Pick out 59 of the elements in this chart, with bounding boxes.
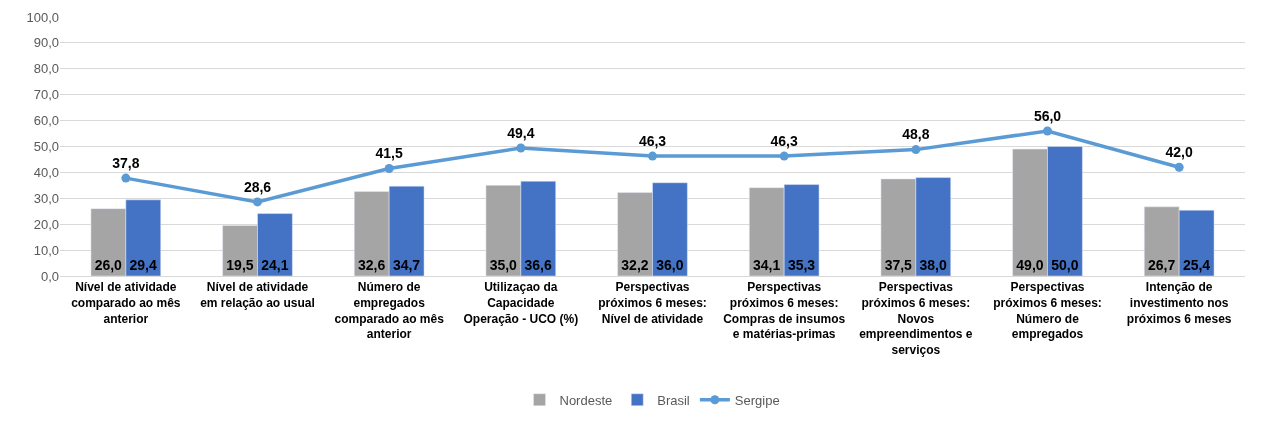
data-label: 34,1 <box>752 257 781 273</box>
data-label: 41,5 <box>375 145 404 162</box>
data-label: 28,6 <box>243 178 272 195</box>
y-tick-label: 80,0 <box>33 61 59 77</box>
point <box>911 145 921 155</box>
x-tick-label: Perspectivas próximos 6 meses: Novos empreendimentos e serviços <box>859 280 973 357</box>
x-tick-label: Utilizaçao da Capacidade Operação - UCO (%) <box>463 280 579 326</box>
data-label: 36,6 <box>524 257 553 273</box>
x-tick-label: Intenção de investimento nos próximos 6 meses <box>1126 280 1232 326</box>
data-label: 49,4 <box>507 124 535 141</box>
x-tick-label: Perspectivas próximos 6 meses: Número de empregados <box>993 280 1102 342</box>
legend-label: Nordeste <box>559 392 613 408</box>
legend-label: Brasil <box>657 392 690 408</box>
data-label: 32,2 <box>621 257 649 273</box>
x-tick-label: Nível de atividade comparado ao mês anterior <box>71 280 181 326</box>
point <box>648 151 657 161</box>
data-label: 50,0 <box>1051 257 1079 273</box>
x-tick-label: Nível de atividade em relação ao usual <box>200 280 315 310</box>
data-label: 34,7 <box>392 257 421 273</box>
y-tick-label: 60,0 <box>33 113 59 129</box>
point <box>384 164 394 174</box>
y-tick-label: 100,0 <box>26 9 59 25</box>
data-label: 35,0 <box>489 257 518 273</box>
data-label: 46,3 <box>770 132 799 149</box>
point <box>779 151 789 161</box>
y-tick-label: 70,0 <box>33 87 59 103</box>
data-label: 46,3 <box>638 132 667 149</box>
point <box>1174 162 1184 172</box>
y-tick-label: 0,0 <box>40 268 59 284</box>
data-label: 29,4 <box>129 257 158 273</box>
data-label: 37,8 <box>112 154 140 171</box>
data-label: 56,0 <box>1033 107 1062 124</box>
data-label: 24,1 <box>261 257 289 273</box>
y-tick-label: 90,0 <box>33 35 59 51</box>
y-tick-label: 30,0 <box>33 190 59 206</box>
x-tick-label: Número de empregados comparado ao mês anterior <box>334 280 445 342</box>
y-tick-label: 10,0 <box>33 242 59 258</box>
data-label: 37,5 <box>884 257 913 273</box>
data-label: 32,6 <box>357 257 386 273</box>
data-label: 19,5 <box>226 257 254 273</box>
legend-label: Sergipe <box>734 392 780 408</box>
y-tick-label: 40,0 <box>33 164 59 180</box>
point <box>121 173 131 183</box>
data-label: 26,0 <box>94 257 123 273</box>
point <box>516 143 526 153</box>
y-tick-label: 20,0 <box>33 216 59 232</box>
data-label: 48,8 <box>902 126 930 143</box>
data-label: 26,7 <box>1147 257 1176 273</box>
x-tick-label: Perspectivas próximos 6 meses: Compras de insumos e matérias-primas <box>723 280 846 342</box>
data-label: 35,3 <box>787 257 816 273</box>
point <box>253 197 262 207</box>
data-label: 42,0 <box>1165 144 1194 161</box>
x-tick-label: Perspectivas próximos 6 meses: Nível de atividade <box>598 280 707 326</box>
data-label: 49,0 <box>1016 257 1044 273</box>
data-label: 36,0 <box>656 257 684 273</box>
data-label: 38,0 <box>919 257 948 273</box>
data-label: 25,4 <box>1182 257 1211 273</box>
y-tick-label: 50,0 <box>33 139 59 155</box>
point <box>1043 126 1052 136</box>
